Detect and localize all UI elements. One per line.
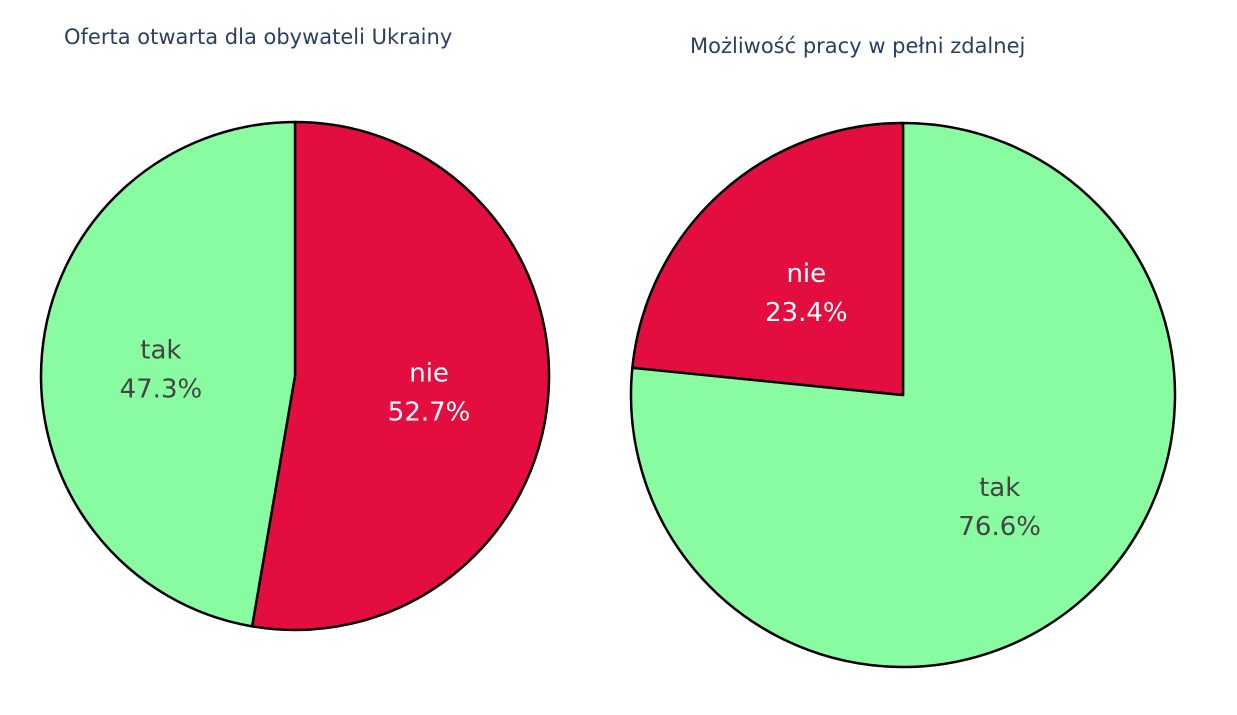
- chart-title-remote-work: Możliwość pracy w pełni zdalnej: [690, 34, 1026, 58]
- pie-slice-remote-work-tak: [629, 121, 1177, 669]
- slice-percent-ukraine-offer-tak: 47.3%: [120, 375, 203, 405]
- slice-label-ukraine-offer-nie: nie: [409, 358, 449, 388]
- pie-chart-ukraine-offer: nie 52.7% tak 47.3%: [39, 120, 551, 632]
- pie-slice-ukraine-offer-tak: [39, 120, 297, 628]
- slice-percent-remote-work-nie: 23.4%: [765, 298, 848, 328]
- slice-label-remote-work-nie: nie: [786, 259, 826, 289]
- slice-label-remote-work-tak: tak: [979, 473, 1020, 503]
- slice-label-ukraine-offer-tak: tak: [140, 336, 181, 366]
- pie-slice-remote-work-nie: [631, 121, 905, 397]
- pie-chart-remote-work: tak 76.6% nie 23.4%: [629, 121, 1177, 669]
- slice-percent-ukraine-offer-nie: 52.7%: [388, 397, 471, 427]
- slice-percent-remote-work-tak: 76.6%: [958, 512, 1041, 542]
- chart-title-ukraine-offer: Oferta otwarta dla obywateli Ukrainy: [64, 25, 453, 49]
- pie-slice-ukraine-offer-nie: [250, 120, 551, 632]
